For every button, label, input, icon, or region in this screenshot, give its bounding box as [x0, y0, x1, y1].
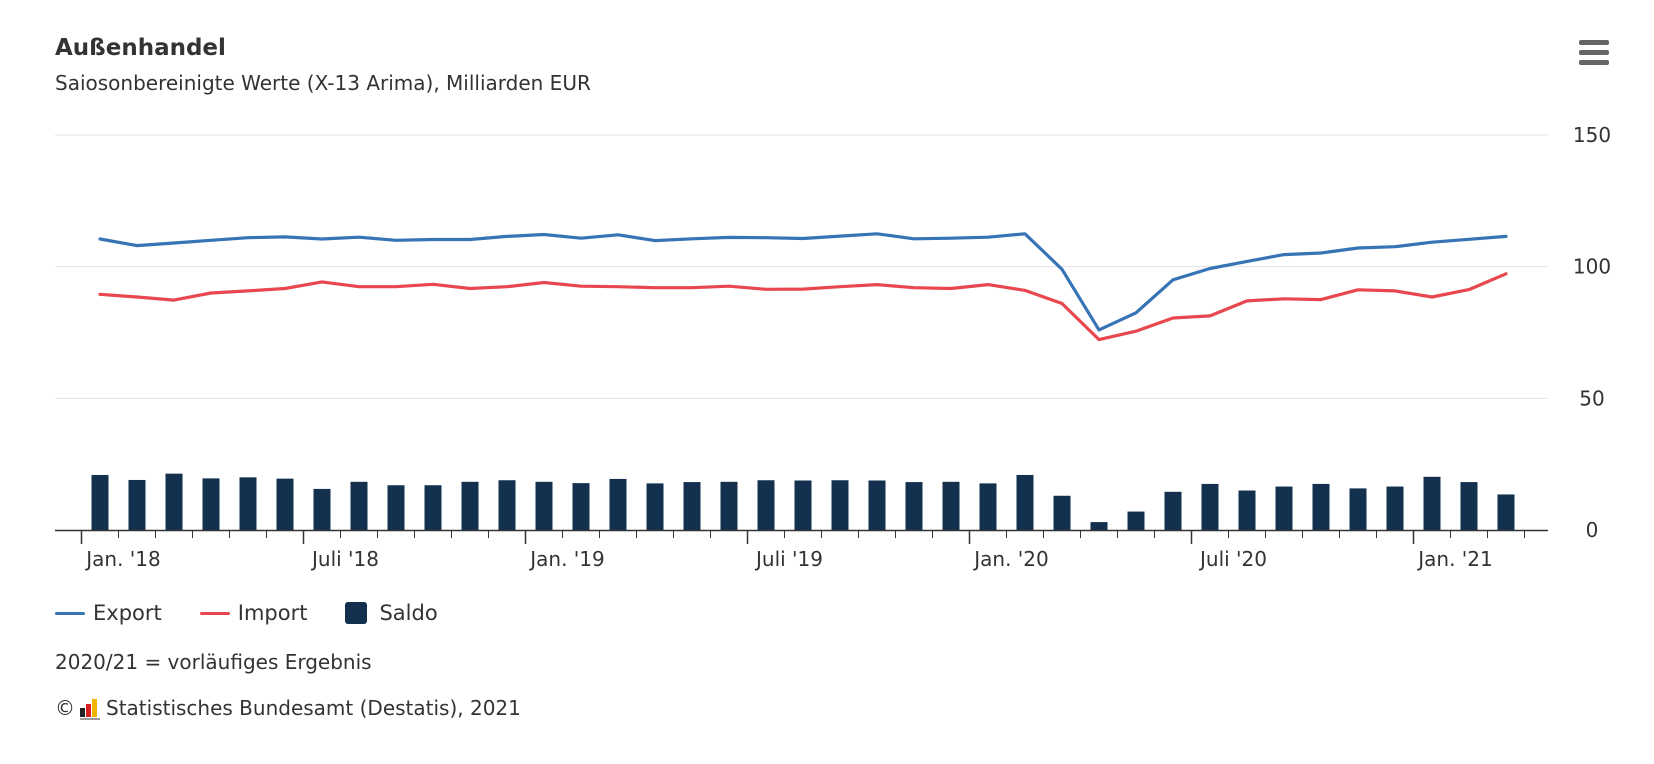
saldo-bar	[276, 478, 294, 530]
x-tick-label: Jan. '21	[1416, 547, 1493, 571]
series-line-export	[98, 232, 1508, 332]
saldo-bar	[350, 481, 368, 530]
legend-item-import[interactable]: Import	[199, 601, 308, 625]
credits-text: Statistisches Bundesamt (Destatis), 2021	[106, 696, 521, 720]
saldo-bar	[720, 481, 738, 530]
saldo-bar	[609, 478, 627, 530]
saldo-bar	[1053, 495, 1071, 530]
y-tick-label: 100	[1573, 255, 1611, 279]
legend-swatch-export	[55, 611, 85, 615]
saldo-bar	[498, 480, 516, 530]
saldo-bar	[1423, 476, 1441, 530]
credits[interactable]: © Statistisches Bundesamt (Destatis), 20…	[55, 696, 521, 720]
saldo-bar	[794, 480, 812, 530]
saldo-bar	[461, 481, 479, 530]
saldo-bar	[91, 474, 109, 530]
saldo-bar	[239, 477, 257, 530]
y-axis: 0 50 100 150	[1573, 123, 1611, 542]
legend-label-export: Export	[93, 601, 162, 625]
saldo-bar	[1349, 488, 1367, 530]
x-tick-label: Jan. '19	[528, 547, 605, 571]
saldo-bar	[572, 483, 590, 530]
saldo-bar	[535, 481, 553, 530]
saldo-bar	[868, 480, 886, 530]
saldo-bar	[313, 488, 331, 530]
saldo-bar	[1497, 494, 1515, 530]
destatis-logo-icon	[80, 699, 100, 720]
y-tick-label: 0	[1586, 518, 1599, 542]
footnote: 2020/21 = vorläufiges Ergebnis	[55, 650, 372, 674]
hamburger-menu-icon[interactable]	[1576, 38, 1614, 70]
x-tick-label: Juli '20	[1198, 547, 1267, 571]
saldo-bar	[1460, 482, 1478, 530]
legend-swatch-import	[199, 611, 230, 615]
saldo-bar	[1127, 511, 1145, 530]
saldo-bar	[1275, 486, 1293, 530]
x-tick-label: Jan. '20	[972, 547, 1049, 571]
legend-swatch-saldo	[345, 602, 368, 624]
legend: Export Import Saldo	[55, 598, 476, 628]
y-tick-label: 150	[1573, 123, 1611, 147]
saldo-bar	[905, 482, 923, 530]
copyright-sign: ©	[55, 696, 75, 720]
saldo-bar	[165, 473, 183, 530]
legend-label-saldo: Saldo	[379, 601, 438, 625]
x-axis: Jan. '18 Juli '18 Jan. '19 Juli '19 Jan. '20…	[55, 529, 1548, 571]
saldo-bar	[942, 481, 960, 530]
saldo-bar	[831, 480, 849, 530]
grid-lines	[55, 134, 1548, 399]
legend-item-saldo[interactable]: Saldo	[345, 601, 438, 625]
saldo-bar	[683, 482, 701, 530]
saldo-bar	[1016, 474, 1034, 530]
saldo-bar	[1386, 486, 1404, 530]
legend-label-import: Import	[237, 601, 308, 625]
saldo-bars	[91, 473, 1515, 530]
series-line-import	[98, 272, 1508, 342]
chart-title: Außenhandel	[55, 35, 226, 61]
x-tick-label: Jan. '18	[84, 547, 161, 571]
saldo-bar	[1312, 483, 1330, 530]
x-tick-label: Juli '18	[310, 547, 379, 571]
saldo-bar	[387, 485, 405, 530]
saldo-bar	[979, 483, 997, 530]
saldo-bar	[128, 479, 146, 530]
saldo-bar	[646, 483, 664, 530]
legend-item-export[interactable]: Export	[55, 601, 162, 625]
saldo-bar	[1090, 522, 1108, 530]
series-lines	[98, 232, 1508, 342]
y-tick-label: 50	[1579, 386, 1604, 410]
saldo-bar	[1164, 491, 1182, 530]
saldo-bar	[202, 478, 220, 530]
saldo-bar	[1201, 483, 1219, 530]
saldo-bar	[757, 480, 775, 530]
chart-subtitle: Saiosonbereinigte Werte (X-13 Arima), Mi…	[55, 71, 591, 95]
saldo-bar	[424, 485, 442, 530]
x-tick-label: Juli '19	[754, 547, 823, 571]
saldo-bar	[1238, 490, 1256, 530]
